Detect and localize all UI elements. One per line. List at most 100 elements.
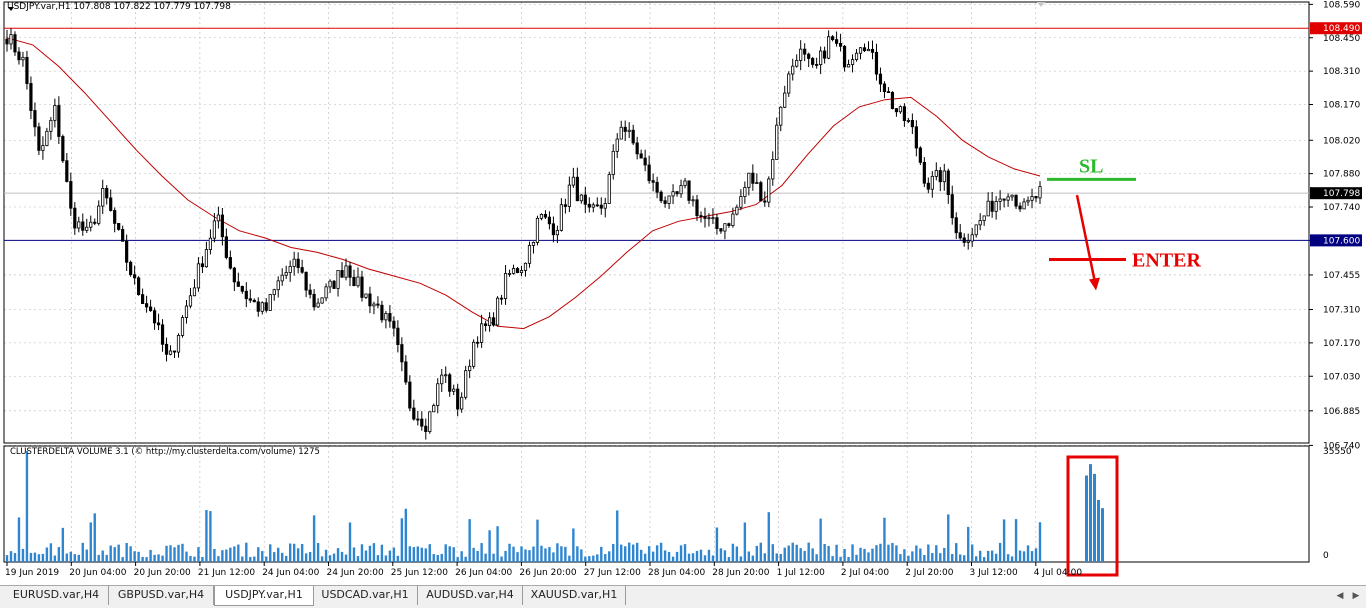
volume-bar bbox=[943, 547, 946, 562]
volume-bar bbox=[193, 556, 196, 562]
volume-bar bbox=[899, 554, 902, 562]
chart-canvas[interactable]: 108.590 108.450 108.310 108.170 108.020 107.8… bbox=[0, 0, 1366, 585]
volume-bar bbox=[759, 542, 763, 562]
volume-bar bbox=[584, 556, 587, 562]
candle-up bbox=[567, 184, 571, 207]
candle-up bbox=[791, 65, 795, 75]
volume-bar bbox=[181, 543, 184, 562]
candle-up bbox=[208, 237, 213, 250]
candle-up bbox=[559, 204, 563, 231]
volume-bar bbox=[145, 557, 148, 562]
candle-up bbox=[507, 273, 512, 275]
volume-bar bbox=[396, 555, 400, 562]
candle-up bbox=[747, 172, 751, 188]
volume-bar bbox=[891, 542, 894, 562]
candle-down bbox=[1014, 194, 1018, 207]
tab-scroll-right-icon[interactable]: ▶ bbox=[1352, 591, 1360, 601]
tab-usdjpy-h1[interactable]: USDJPY.var,H1 bbox=[214, 586, 314, 606]
volume-bar bbox=[616, 510, 619, 562]
tab-eurusd-h4[interactable]: EURUSD.var,H4 bbox=[4, 586, 109, 605]
candle-up bbox=[539, 214, 544, 219]
tab-gbpusd-h4[interactable]: GBPUSD.var,H4 bbox=[109, 586, 214, 605]
caption-dropdown-icon[interactable] bbox=[8, 7, 14, 11]
volume-bar bbox=[787, 545, 790, 562]
tab-scroll-left-icon[interactable]: ◀ bbox=[1336, 591, 1344, 601]
volume-bar bbox=[133, 551, 136, 562]
volume-bar bbox=[348, 522, 352, 562]
candle-up bbox=[795, 60, 799, 67]
volume-bar bbox=[998, 542, 1002, 562]
candle-down bbox=[834, 39, 839, 44]
candle-down bbox=[595, 204, 599, 207]
volume-bar bbox=[448, 546, 451, 562]
candle-up bbox=[176, 335, 181, 353]
volume-bar bbox=[25, 451, 29, 562]
candle-up bbox=[994, 201, 998, 212]
price-tick-label: 107.170 bbox=[1323, 339, 1360, 349]
candle-up bbox=[739, 196, 743, 208]
candle-down bbox=[304, 271, 308, 291]
volume-bar bbox=[831, 556, 834, 562]
volume-bar bbox=[835, 544, 838, 562]
volume-bar bbox=[895, 545, 898, 562]
volume-bar bbox=[496, 526, 499, 562]
volume-bar bbox=[352, 547, 356, 562]
volume-bar bbox=[600, 546, 603, 562]
volume-bar bbox=[428, 544, 431, 562]
volume-bar bbox=[867, 552, 870, 562]
volume-bar bbox=[113, 547, 116, 562]
volume-bars bbox=[5, 451, 1119, 577]
volume-bar bbox=[197, 547, 200, 562]
volume-bar bbox=[568, 555, 571, 562]
candle-up bbox=[212, 220, 216, 239]
candle-down bbox=[352, 276, 356, 287]
chart-shift-marker[interactable] bbox=[1037, 2, 1045, 7]
candle-down bbox=[424, 425, 428, 432]
volume-bar bbox=[9, 551, 13, 562]
volume-bar bbox=[332, 553, 336, 562]
candle-up bbox=[328, 280, 332, 288]
candle-up bbox=[77, 221, 81, 229]
candle-down bbox=[918, 147, 922, 163]
candle-up bbox=[284, 272, 288, 276]
candle-up bbox=[372, 303, 376, 307]
price-tick-label: 106.885 bbox=[1323, 407, 1360, 417]
volume-bar bbox=[751, 555, 755, 562]
volume-bar bbox=[1030, 551, 1034, 562]
tab-xauusd-h1[interactable]: XAUUSD.var,H1 bbox=[523, 586, 626, 605]
down-arrow-icon bbox=[1089, 277, 1100, 291]
volume-bar bbox=[281, 552, 284, 562]
candle-down bbox=[938, 170, 942, 183]
time-tick-label: 27 Jun 12:00 bbox=[584, 568, 641, 578]
volume-bar bbox=[512, 546, 515, 562]
volume-bar bbox=[452, 547, 455, 562]
volume-bar bbox=[400, 518, 404, 562]
candle-down bbox=[922, 161, 926, 184]
tab-audusd-h4[interactable]: AUDUSD.var,H4 bbox=[418, 586, 523, 605]
candle-up bbox=[854, 52, 859, 60]
candle-up bbox=[53, 105, 57, 121]
candle-down bbox=[224, 236, 228, 258]
volume-bar bbox=[580, 549, 583, 562]
volume-bar bbox=[117, 544, 120, 562]
volume-bar bbox=[739, 556, 743, 562]
tab-usdcad-h1[interactable]: USDCAD.var,H1 bbox=[313, 586, 418, 605]
candle-up bbox=[942, 170, 946, 183]
candle-down bbox=[655, 181, 659, 193]
candle-down bbox=[950, 194, 954, 219]
volume-bar bbox=[424, 548, 427, 562]
candle-up bbox=[260, 302, 264, 312]
price-tick-label: 108.310 bbox=[1323, 67, 1360, 77]
current-price-label: 107.798 bbox=[1323, 189, 1360, 199]
volume-bar bbox=[795, 544, 798, 562]
volume-bar bbox=[627, 542, 631, 562]
candle-down bbox=[228, 257, 232, 269]
candle-up bbox=[188, 295, 193, 307]
candle-up bbox=[384, 313, 388, 321]
volume-bar bbox=[994, 553, 998, 562]
candle-down bbox=[164, 343, 169, 355]
volume-bar bbox=[189, 555, 192, 562]
volume-bar bbox=[596, 554, 599, 562]
candle-down bbox=[715, 217, 719, 229]
